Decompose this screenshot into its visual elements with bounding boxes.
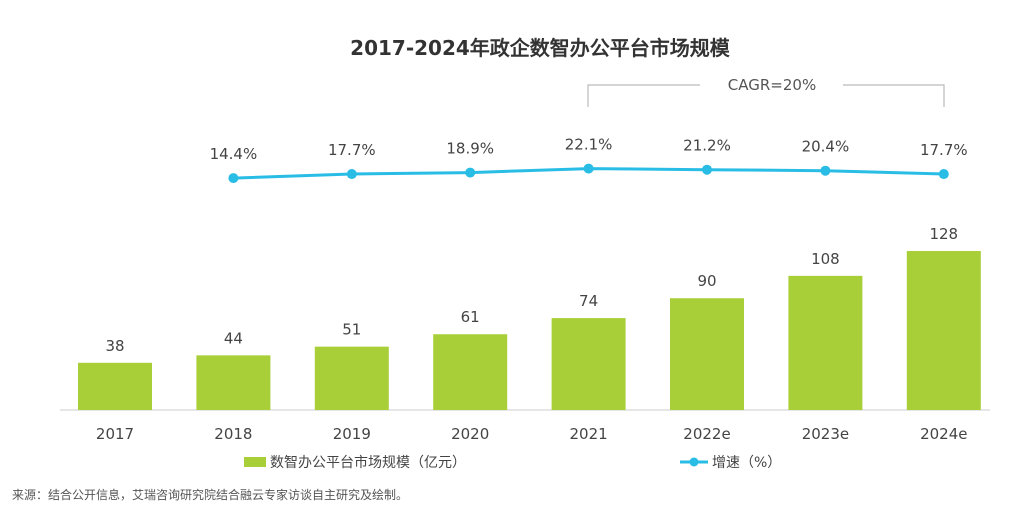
bar-2023e xyxy=(788,275,863,410)
bar-2022e xyxy=(670,298,744,410)
x-tick-label: 2018 xyxy=(214,425,252,443)
bar-2021 xyxy=(551,318,626,410)
bar-2018 xyxy=(196,355,271,410)
bar-value-label: 44 xyxy=(224,329,243,347)
bar-2017 xyxy=(78,362,152,410)
growth-point-2024e xyxy=(938,169,949,180)
x-tick-label: 2022e xyxy=(683,425,730,443)
growth-value-label: 20.4% xyxy=(802,138,850,156)
cagr-bracket: CAGR=20% xyxy=(587,76,945,107)
legend-bar-label: 数智办公平台市场规模（亿元） xyxy=(270,454,466,471)
bar-value-label: 38 xyxy=(105,337,124,355)
bar-value-label: 74 xyxy=(579,292,598,310)
cagr-label: CAGR=20% xyxy=(728,76,816,94)
bar-value-label: 90 xyxy=(697,272,716,290)
bar-value-label: 61 xyxy=(461,308,480,326)
bar-value-label: 108 xyxy=(811,250,840,268)
bar-value-label: 51 xyxy=(342,321,361,339)
legend-line-marker xyxy=(689,457,699,467)
bar-2020 xyxy=(433,334,508,410)
source-note: 来源：结合公开信息，艾瑞咨询研究院结合融云专家访谈自主研究及绘制。 xyxy=(12,488,409,502)
growth-point-2019 xyxy=(346,169,357,180)
growth-point-2021 xyxy=(583,163,594,174)
growth-value-label: 18.9% xyxy=(446,140,494,158)
legend-bar-swatch xyxy=(244,457,266,467)
x-tick-label: 2017 xyxy=(96,425,134,443)
chart-title: 2017-2024年政企数智办公平台市场规模 xyxy=(350,36,731,60)
x-tick-label: 2023e xyxy=(802,425,849,443)
bar-2024e xyxy=(906,251,981,410)
growth-point-2018 xyxy=(228,173,239,184)
growth-value-label: 14.4% xyxy=(210,145,258,163)
growth-point-2022e xyxy=(702,164,712,175)
x-tick-label: 2024e xyxy=(920,425,967,443)
growth-value-label: 17.7% xyxy=(920,141,968,159)
legend: 数智办公平台市场规模（亿元） 增速（%） xyxy=(244,454,781,471)
growth-value-label: 17.7% xyxy=(328,141,376,159)
x-tick-label: 2021 xyxy=(570,425,608,443)
bar-value-label: 128 xyxy=(929,225,958,243)
growth-value-label: 21.2% xyxy=(683,137,731,155)
growth-value-label: 22.1% xyxy=(565,136,613,154)
growth-point-2023e xyxy=(820,165,831,176)
x-tick-label: 2019 xyxy=(333,425,371,443)
growth-point-2020 xyxy=(465,167,476,178)
legend-line-label: 增速（%） xyxy=(712,455,781,471)
x-tick-label: 2020 xyxy=(451,425,489,443)
bar-2019 xyxy=(314,346,389,410)
